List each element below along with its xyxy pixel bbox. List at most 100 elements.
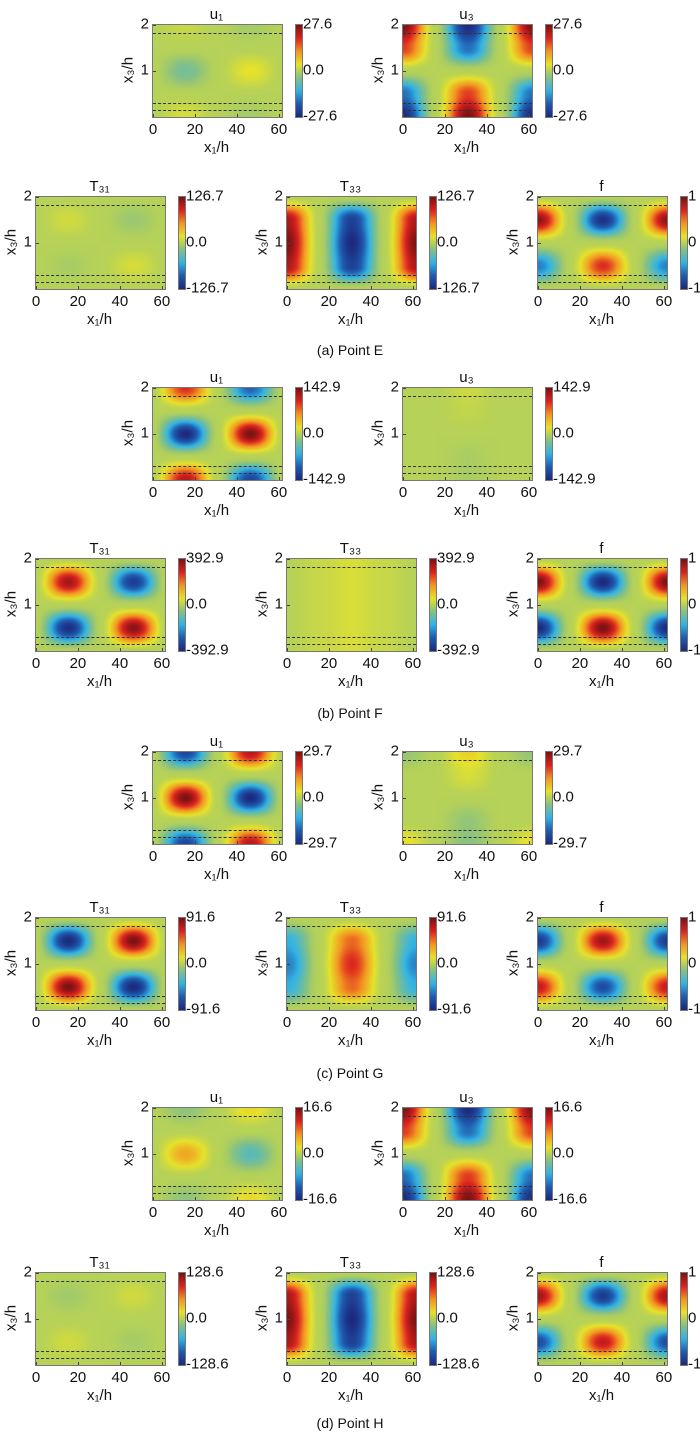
x-tick-mark (161, 1007, 163, 1010)
x-axis-label: x₁/h (337, 673, 364, 690)
x-tick-mark (444, 1197, 446, 1200)
layer-boundary-line (287, 644, 416, 646)
x-tick-mark (77, 648, 79, 651)
x-tick-label: 0 (398, 121, 408, 138)
x-tick-mark (579, 1007, 581, 1010)
y-tick-label: 1 (390, 61, 399, 79)
y-tick-label: 2 (390, 1098, 399, 1116)
colorbar-label: 0.0 (437, 954, 458, 972)
y-tick-label: 1 (525, 1309, 534, 1327)
colorbar-label: -91.6 (186, 1000, 221, 1018)
colorbar (429, 1272, 437, 1366)
layer-boundary-line (36, 1003, 165, 1005)
x-tick-label: 40 (362, 293, 380, 310)
layer-boundary-line (538, 1351, 667, 1353)
panel-title: T₃₁ (89, 1254, 110, 1271)
x-axis-label: x₁/h (86, 1032, 113, 1049)
x-tick-label: 20 (436, 1204, 454, 1221)
y-tick-label: 2 (390, 378, 399, 396)
x-tick-mark (663, 648, 665, 651)
x-tick-mark (621, 1362, 623, 1365)
x-tick-label: 20 (186, 848, 204, 865)
colorbar-label: 128.6 (186, 1263, 224, 1281)
y-tick-mark (36, 243, 39, 244)
y-axis-label: x₃/h (119, 419, 137, 447)
y-tick-label: 2 (525, 187, 534, 205)
y-axis-label: x₃/h (2, 590, 20, 618)
colorbar (295, 387, 303, 481)
layer-boundary-line (538, 282, 667, 284)
colorbar-label: -27.6 (553, 107, 588, 125)
y-tick-mark (538, 559, 541, 560)
x-tick-mark (278, 1197, 280, 1200)
x-tick-label: 0 (282, 1014, 292, 1031)
x-tick-label: 20 (186, 1204, 204, 1221)
y-tick-mark (403, 1154, 406, 1155)
colorbar-label: 0 (688, 954, 697, 972)
x-tick-mark (486, 477, 488, 480)
x-tick-mark (161, 648, 163, 651)
colorbar (295, 751, 303, 845)
y-tick-mark (403, 71, 406, 72)
x-tick-mark (328, 648, 330, 651)
x-tick-mark (538, 1362, 539, 1365)
y-tick-mark (538, 964, 541, 965)
x-tick-label: 60 (655, 1014, 673, 1031)
y-tick-label: 1 (525, 233, 534, 251)
heatmap (537, 558, 668, 652)
y-tick-label: 1 (23, 954, 32, 972)
x-tick-mark (486, 1197, 488, 1200)
colorbar (545, 24, 553, 118)
panel-title: u₃ (459, 733, 474, 750)
panel-title: T₃₃ (339, 178, 362, 195)
layer-boundary-line (538, 996, 667, 998)
colorbar-label: 91.6 (186, 908, 216, 926)
colorbar-label: -126.7 (437, 279, 480, 297)
x-tick-label: 40 (228, 1204, 246, 1221)
x-axis-label: x₁/h (453, 502, 480, 519)
x-axis-label: x₁/h (588, 1032, 615, 1049)
colorbar (545, 387, 553, 481)
heatmap (286, 558, 417, 652)
y-tick-label: 2 (390, 15, 399, 33)
x-tick-mark (194, 477, 196, 480)
y-axis-label: x₃/h (119, 1139, 137, 1167)
x-tick-label: 0 (398, 1204, 408, 1221)
layer-boundary-line (403, 1193, 532, 1195)
colorbar-label: 126.7 (437, 187, 475, 205)
y-tick-mark (287, 243, 290, 244)
layer-boundary-line (287, 1358, 416, 1360)
colorbar-label: 0.0 (186, 954, 207, 972)
x-tick-label: 0 (31, 655, 41, 672)
layer-boundary-line (403, 473, 532, 475)
colorbar (680, 917, 688, 1011)
y-tick-mark (287, 1319, 290, 1320)
y-tick-mark (287, 197, 290, 198)
x-tick-mark (528, 477, 530, 480)
colorbar (295, 1107, 303, 1201)
layer-boundary-line (153, 1115, 282, 1117)
layer-boundary-line (36, 644, 165, 646)
colorbar-label: -1 (688, 641, 700, 659)
layer-boundary-line (538, 644, 667, 646)
y-axis-label: x₃/h (119, 56, 137, 84)
x-tick-label: 60 (270, 1204, 288, 1221)
x-tick-label: 20 (436, 121, 454, 138)
x-tick-label: 20 (320, 655, 338, 672)
x-tick-mark (621, 1007, 623, 1010)
x-tick-mark (370, 286, 372, 289)
panel-title: u₃ (459, 369, 474, 386)
heatmap (402, 751, 533, 845)
y-axis-label: x₃/h (369, 419, 387, 447)
layer-boundary-line (287, 275, 416, 277)
heatmap (402, 24, 533, 118)
x-tick-mark (538, 648, 539, 651)
y-tick-mark (287, 559, 290, 560)
panel-title: u₁ (209, 733, 224, 750)
x-tick-mark (36, 648, 37, 651)
x-tick-mark (77, 1362, 79, 1365)
x-tick-mark (403, 477, 404, 480)
colorbar-label: 0.0 (186, 595, 207, 613)
x-tick-mark (528, 114, 530, 117)
